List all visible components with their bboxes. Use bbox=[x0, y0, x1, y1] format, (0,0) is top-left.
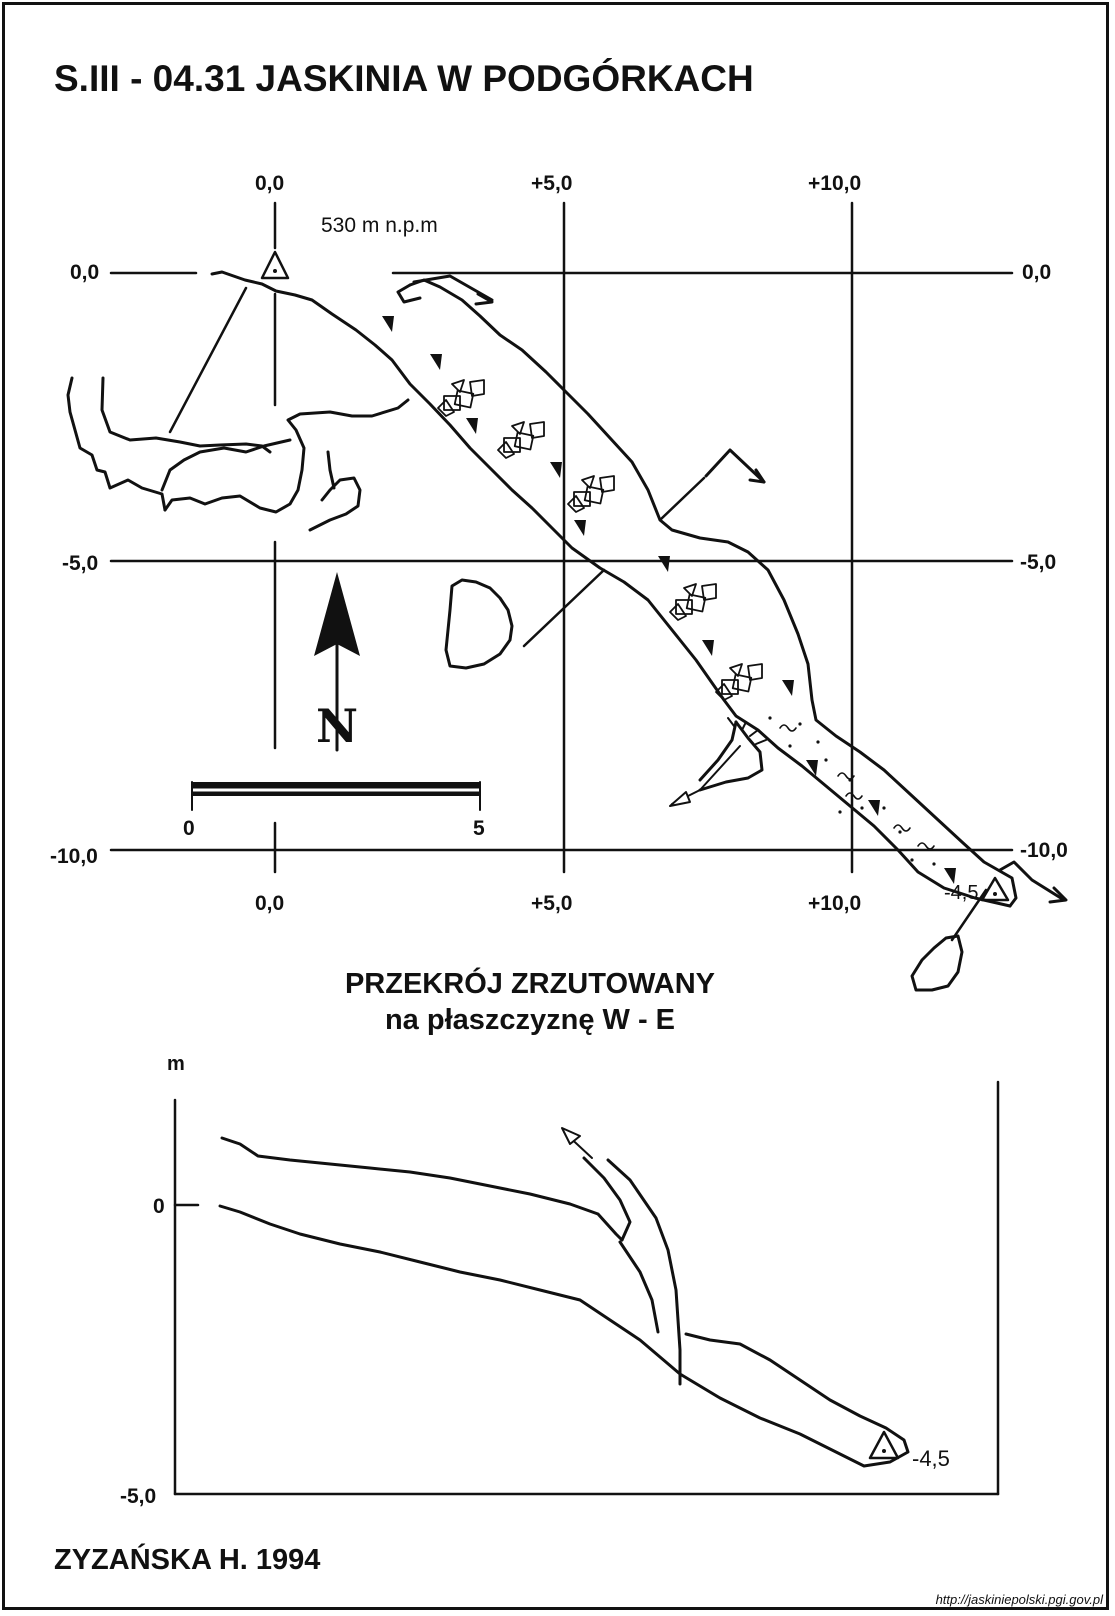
section-y-label-minus5: -5,0 bbox=[120, 1485, 157, 1508]
section-frame bbox=[173, 1080, 1000, 1496]
coordinate-grid bbox=[109, 201, 1014, 874]
grid-left-label-10: -10,0 bbox=[50, 845, 98, 868]
author-credit: ZYZAŃSKA H. 1994 bbox=[54, 1544, 321, 1576]
scale-bar bbox=[191, 781, 481, 811]
grid-left-label-5: -5,0 bbox=[62, 552, 99, 575]
elevation-label: 530 m n.p.m bbox=[321, 214, 438, 237]
section-end-depth-label: -4,5 bbox=[912, 1446, 950, 1471]
north-arrow-letter: N bbox=[316, 699, 358, 753]
grid-left-label-0: 0,0 bbox=[70, 261, 100, 284]
section-direction-arrows bbox=[412, 274, 1068, 904]
grid-bottom-label-5: +5,0 bbox=[531, 892, 573, 915]
grid-right-label-0: 0,0 bbox=[1022, 261, 1052, 284]
north-arrow-icon: N bbox=[314, 572, 360, 753]
scale-label-end: 5 bbox=[473, 817, 485, 840]
west-chamber-outline bbox=[66, 376, 410, 532]
south-chamber-outline bbox=[444, 578, 514, 670]
grid-right-label-10: -10,0 bbox=[1020, 839, 1068, 862]
source-url: http://jaskiniepolski.pgi.gov.pl bbox=[935, 1592, 1103, 1607]
entrance-triangle-icon bbox=[260, 250, 290, 280]
rubble-blocks bbox=[437, 379, 763, 701]
section-y-label-0: 0 bbox=[153, 1195, 165, 1218]
east-end-chamber-outline bbox=[910, 934, 964, 992]
grid-top-label-5: +5,0 bbox=[531, 172, 573, 195]
slope-arrowheads bbox=[382, 316, 956, 884]
section-title: PRZEKRÓJ ZRZUTOWANY bbox=[344, 968, 716, 1000]
grid-top-label-10: +10,0 bbox=[808, 172, 862, 195]
scale-label-start: 0 bbox=[183, 817, 195, 840]
section-profile bbox=[218, 1131, 910, 1468]
section-outflow-arrow-head bbox=[561, 1127, 581, 1145]
sand-dots bbox=[768, 716, 936, 866]
section-end-triangle-icon bbox=[868, 1430, 900, 1460]
sediment-symbols bbox=[779, 724, 935, 850]
inlet-outline bbox=[698, 717, 767, 792]
west-outflow-arrow-head bbox=[669, 791, 691, 807]
grid-right-label-5: -5,0 bbox=[1020, 551, 1057, 574]
main-passage-outline bbox=[210, 270, 1018, 908]
grid-bottom-label-10: +10,0 bbox=[808, 892, 862, 915]
section-subtitle: na płaszczyznę W - E bbox=[384, 1004, 676, 1036]
grid-bottom-label-0: 0,0 bbox=[255, 892, 285, 915]
grid-top-label-0: 0,0 bbox=[255, 172, 285, 195]
map-title: S.III - 04.31 JASKINIA W PODGÓRKACH bbox=[54, 58, 754, 99]
leader-lines bbox=[168, 286, 988, 942]
end-triangle-icon bbox=[980, 876, 1010, 902]
section-unit-label: m bbox=[167, 1053, 185, 1075]
